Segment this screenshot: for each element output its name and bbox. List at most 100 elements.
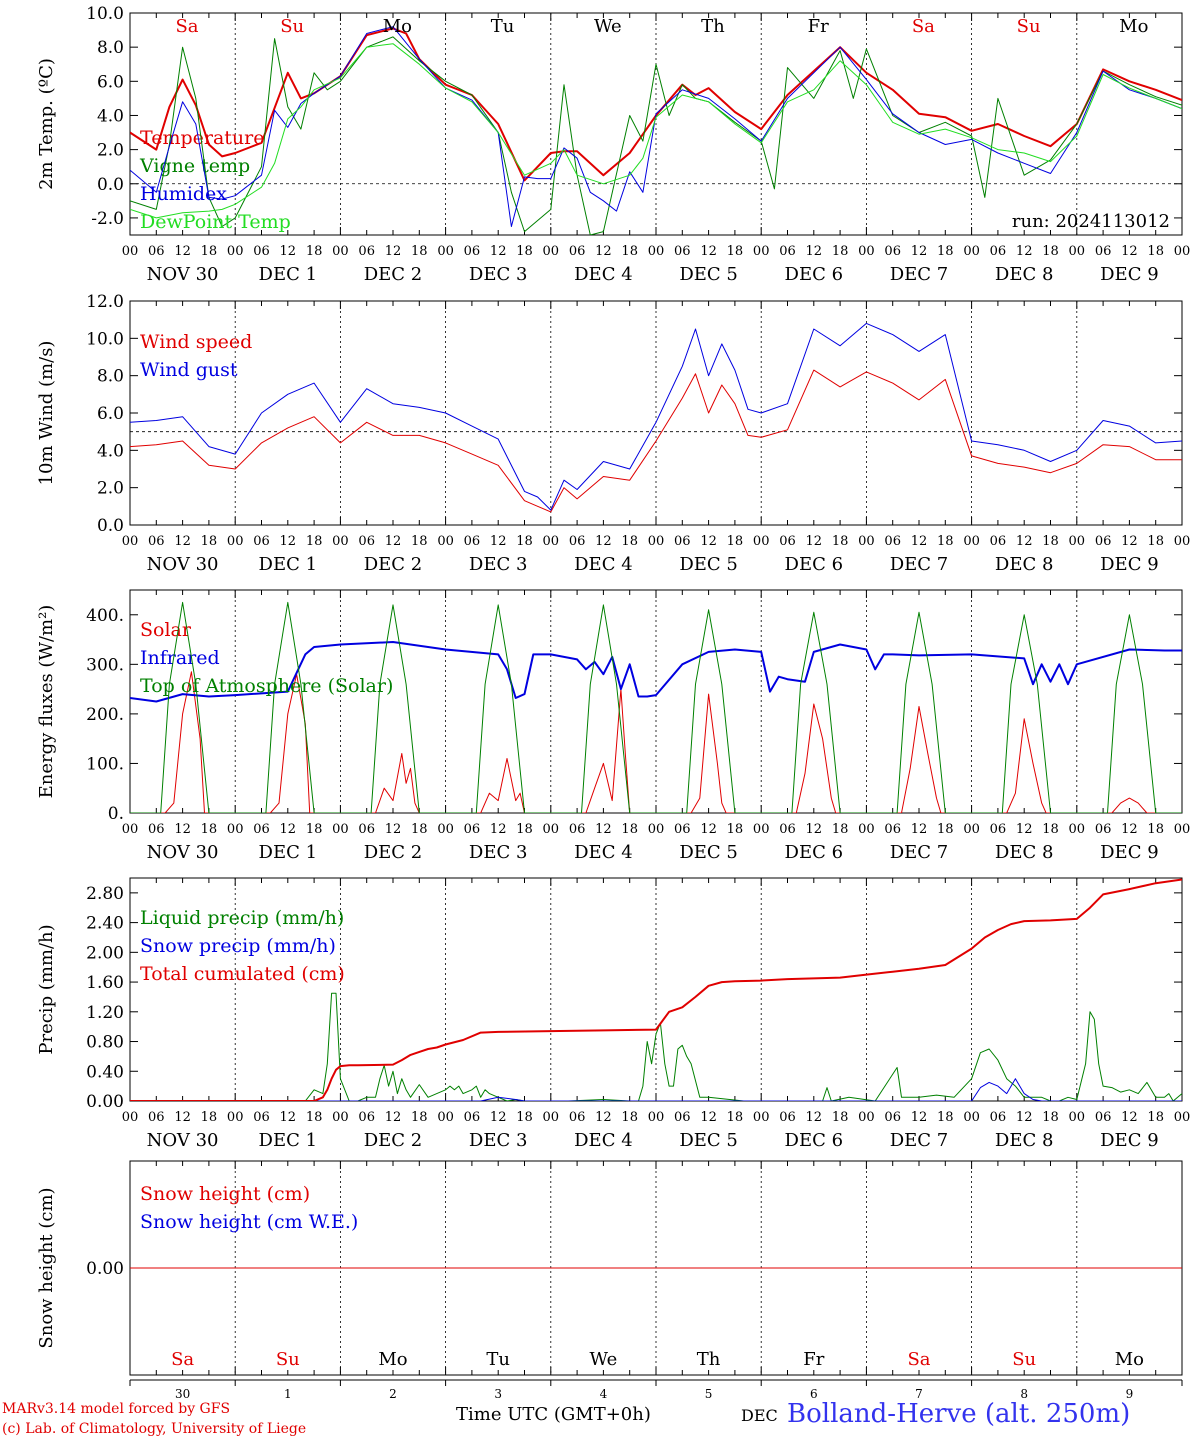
weekday-label: Su <box>276 1349 300 1370</box>
hour-tick-label: 18 <box>937 822 954 837</box>
day-number-label: 5 <box>705 1387 713 1401</box>
hour-tick-label: 18 <box>1147 822 1164 837</box>
weekday-label: Mo <box>378 1349 407 1370</box>
hour-tick-label: 06 <box>569 244 586 259</box>
date-label: DEC 3 <box>469 1130 528 1151</box>
date-label: DEC 2 <box>364 554 423 575</box>
hour-tick-label: 12 <box>806 822 823 837</box>
hour-tick-label: 00 <box>753 1110 770 1125</box>
legend-entry: Solar <box>140 619 192 641</box>
date-label: DEC 2 <box>364 842 423 863</box>
hour-tick-label: 18 <box>201 1110 218 1125</box>
hour-tick-label: 12 <box>700 534 717 549</box>
y-tick-label: 10.0 <box>86 4 124 24</box>
y-tick-label: 0.40 <box>86 1062 124 1082</box>
hour-tick-label: 00 <box>1174 244 1191 259</box>
hour-tick-label: 00 <box>437 534 454 549</box>
hour-tick-label: 06 <box>358 534 375 549</box>
day-number-label: 3 <box>494 1387 502 1401</box>
legend-entry: DewPoint Temp <box>140 211 291 233</box>
hour-tick-label: 06 <box>464 822 481 837</box>
hour-tick-label: 06 <box>884 534 901 549</box>
legend-entry: Humidex <box>140 183 227 205</box>
hour-tick-label: 12 <box>595 244 612 259</box>
legend-entry: Vigne temp <box>139 155 250 177</box>
hour-tick-label: 00 <box>963 244 980 259</box>
hour-tick-label: 00 <box>543 1110 560 1125</box>
date-label: DEC 8 <box>995 1130 1054 1151</box>
y-tick-label: 2.40 <box>86 914 124 934</box>
panel-wind: 12.0 10.0 8.0 6.0 4.0 2.0 0.0 10m Wind (m/s) Win… <box>36 292 1190 575</box>
date-label: NOV 30 <box>147 264 219 285</box>
hour-tick-label: 00 <box>753 244 770 259</box>
x-axis-label: Time UTC (GMT+0h) <box>456 1404 651 1425</box>
hour-tick-label: 00 <box>1174 1110 1191 1125</box>
hour-tick-label: 18 <box>621 244 638 259</box>
y-tick-label: 1.20 <box>86 1003 124 1023</box>
y-axis-label: Precip (mm/h) <box>36 924 57 1054</box>
weekday-label: Fr <box>808 16 829 37</box>
hour-tick-label: 06 <box>1095 244 1112 259</box>
y-tick-label: 300. <box>86 655 124 675</box>
weekday-label: Sa <box>907 1349 930 1370</box>
weekday-label: Fr <box>803 1349 824 1370</box>
hour-tick-label: 12 <box>385 244 402 259</box>
hour-tick-label: 12 <box>911 534 928 549</box>
hour-tick-label: 00 <box>1174 822 1191 837</box>
hour-tick-label: 06 <box>148 534 165 549</box>
hour-tick-label: 00 <box>543 822 560 837</box>
hour-tick-label: 12 <box>490 534 507 549</box>
hour-tick-label: 18 <box>1042 244 1059 259</box>
date-label: DEC 2 <box>364 1130 423 1151</box>
series-line-temperature <box>130 27 1182 182</box>
hour-tick-label: 12 <box>385 534 402 549</box>
hour-tick-label: 00 <box>227 244 244 259</box>
hour-tick-label: 18 <box>621 822 638 837</box>
day-number-label: 4 <box>600 1387 608 1401</box>
hour-tick-label: 18 <box>306 534 323 549</box>
hour-tick-label: 06 <box>148 1110 165 1125</box>
station-title: Bolland-Herve (alt. 250m) <box>787 1399 1131 1429</box>
hour-tick-label: 18 <box>411 244 428 259</box>
y-tick-label: -2.0 <box>91 209 124 229</box>
hour-tick-label: 00 <box>332 534 349 549</box>
hour-tick-label: 18 <box>306 822 323 837</box>
hour-tick-label: 18 <box>516 534 533 549</box>
hour-tick-label: 00 <box>1174 534 1191 549</box>
hour-tick-label: 00 <box>122 1110 139 1125</box>
hour-tick-label: 06 <box>1095 534 1112 549</box>
y-tick-label: 0.00 <box>86 1092 124 1112</box>
weekday-label: Th <box>701 16 725 37</box>
series-line-infrared <box>130 641 1182 703</box>
weekday-label: Mo <box>1119 16 1148 37</box>
y-tick-label: 400. <box>86 606 124 626</box>
y-tick-label: 6.0 <box>97 72 124 92</box>
hour-tick-label: 18 <box>201 244 218 259</box>
hour-tick-label: 12 <box>385 1110 402 1125</box>
series-line-liquid-precip-mm-h- <box>130 992 1182 1101</box>
hour-tick-label: 12 <box>174 534 191 549</box>
y-tick-label: 200. <box>86 705 124 725</box>
y-tick-label: 2.00 <box>86 943 124 963</box>
weekday-label: We <box>590 1349 618 1370</box>
hour-tick-label: 18 <box>201 534 218 549</box>
date-label: DEC 9 <box>1100 1130 1159 1151</box>
weekday-label: Su <box>280 16 304 37</box>
day-number-label: 30 <box>175 1387 190 1401</box>
date-label: DEC 6 <box>785 264 844 285</box>
hour-tick-label: 00 <box>227 822 244 837</box>
hour-tick-label: 12 <box>174 1110 191 1125</box>
weekday-label: We <box>594 16 622 37</box>
model-label: MARv3.14 model forced by GFS <box>2 1401 231 1417</box>
hour-tick-label: 12 <box>806 534 823 549</box>
hour-tick-label: 18 <box>411 534 428 549</box>
hour-tick-label: 18 <box>832 534 849 549</box>
hour-tick-label: 00 <box>648 822 665 837</box>
hour-tick-label: 00 <box>648 1110 665 1125</box>
hour-tick-label: 00 <box>332 244 349 259</box>
hour-tick-label: 18 <box>516 1110 533 1125</box>
y-tick-label: 12.0 <box>86 292 124 312</box>
date-label: DEC 8 <box>995 554 1054 575</box>
hour-tick-label: 12 <box>174 822 191 837</box>
hour-tick-label: 06 <box>464 244 481 259</box>
